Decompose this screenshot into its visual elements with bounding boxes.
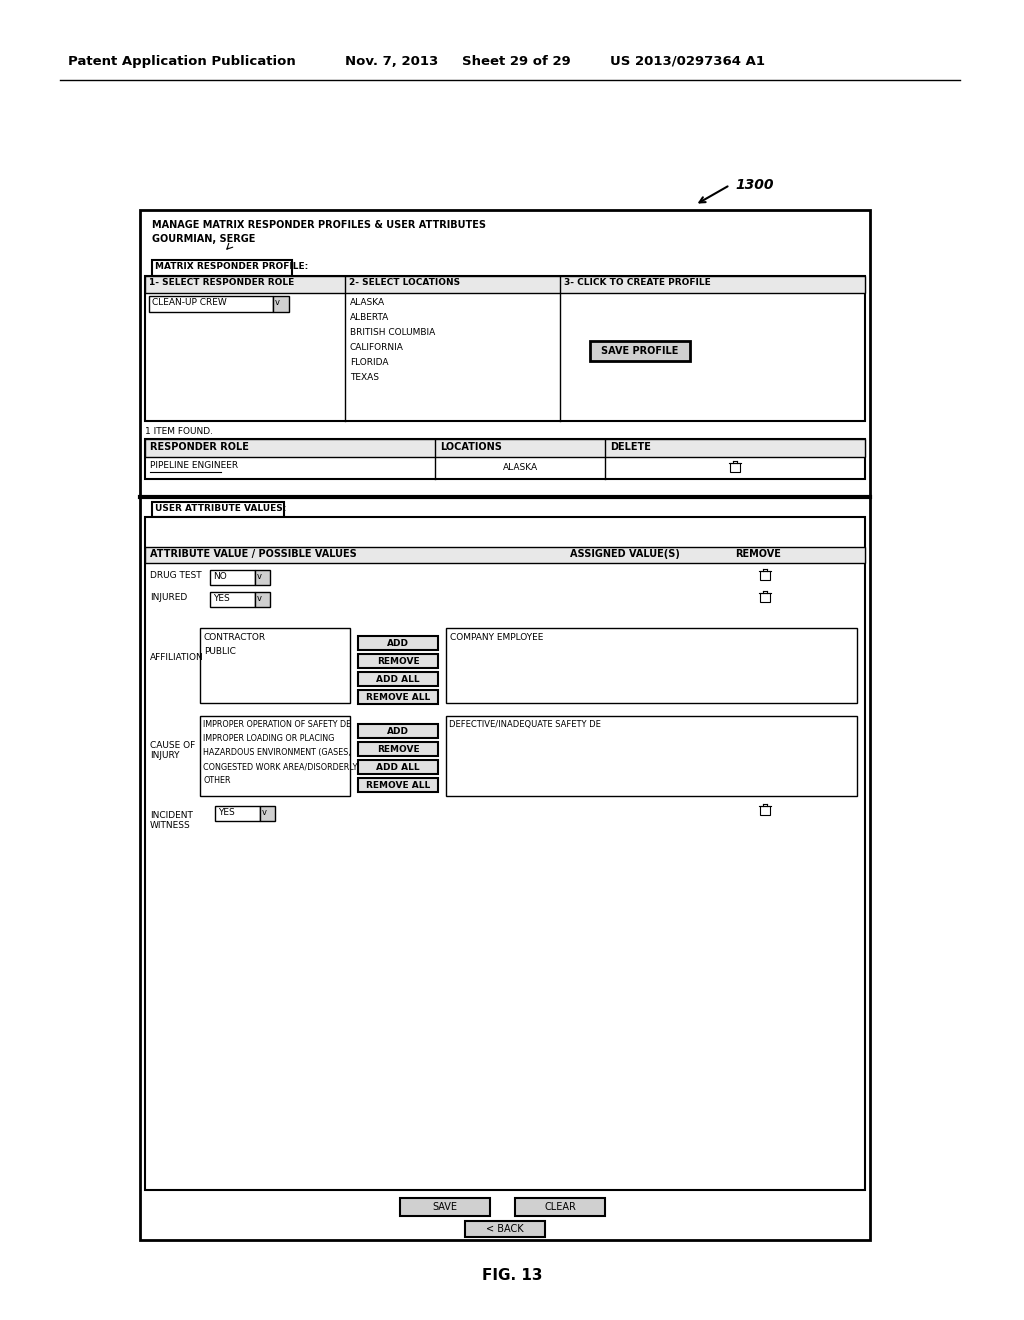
Text: DRUG TEST: DRUG TEST (150, 572, 202, 579)
Text: REMOVE ALL: REMOVE ALL (366, 780, 430, 789)
Bar (145, 276, 865, 293)
Bar (145, 276, 865, 421)
Bar (465, 1221, 545, 1237)
Text: AFFILIATION: AFFILIATION (150, 653, 204, 663)
Text: REMOVE: REMOVE (377, 744, 419, 754)
Text: FIG. 13: FIG. 13 (481, 1269, 543, 1283)
Text: SAVE PROFILE: SAVE PROFILE (601, 346, 679, 356)
Bar (145, 440, 865, 457)
Text: ALBERTA: ALBERTA (350, 313, 389, 322)
Text: COMPANY EMPLOYEE: COMPANY EMPLOYEE (450, 634, 544, 642)
Bar (200, 715, 350, 796)
Text: 3- CLICK TO CREATE PROFILE: 3- CLICK TO CREATE PROFILE (564, 279, 711, 286)
Text: PIPELINE ENGINEER: PIPELINE ENGINEER (150, 461, 239, 470)
Bar (210, 570, 255, 585)
Text: INJURED: INJURED (150, 593, 187, 602)
Text: < BACK: < BACK (486, 1224, 524, 1234)
Bar (215, 807, 260, 821)
Text: CLEAR: CLEAR (544, 1203, 575, 1212)
Bar (358, 777, 438, 792)
Text: ADD ALL: ADD ALL (376, 675, 420, 684)
Bar (145, 546, 865, 564)
Text: CONTRACTOR: CONTRACTOR (204, 634, 266, 642)
Text: DEFECTIVE/INADEQUATE SAFETY DE: DEFECTIVE/INADEQUATE SAFETY DE (449, 719, 601, 729)
Text: ADD: ADD (387, 726, 409, 735)
Text: IMPROPER OPERATION OF SAFETY DE: IMPROPER OPERATION OF SAFETY DE (203, 719, 351, 729)
Text: OTHER: OTHER (203, 776, 230, 785)
Text: SAVE: SAVE (432, 1203, 458, 1212)
Bar (590, 341, 690, 360)
Text: MATRIX RESPONDER PROFILE:: MATRIX RESPONDER PROFILE: (155, 261, 308, 271)
Bar (760, 594, 770, 602)
Text: NO: NO (213, 572, 226, 581)
Text: 1- SELECT RESPONDER ROLE: 1- SELECT RESPONDER ROLE (150, 279, 294, 286)
Bar (358, 672, 438, 686)
Text: YES: YES (213, 594, 229, 603)
Bar (200, 628, 350, 704)
Text: v: v (257, 594, 262, 603)
Text: Patent Application Publication: Patent Application Publication (68, 55, 296, 69)
Bar (140, 210, 870, 1239)
Bar (446, 715, 857, 796)
Text: HAZARDOUS ENVIRONMENT (GASES,: HAZARDOUS ENVIRONMENT (GASES, (203, 748, 351, 756)
Bar (260, 807, 275, 821)
Text: MANAGE MATRIX RESPONDER PROFILES & USER ATTRIBUTES: MANAGE MATRIX RESPONDER PROFILES & USER … (152, 220, 486, 230)
Text: ALASKA: ALASKA (350, 298, 385, 308)
Text: CLEAN-UP CREW: CLEAN-UP CREW (152, 298, 226, 308)
Text: 1300: 1300 (735, 178, 773, 191)
Bar (760, 572, 770, 579)
Text: BRITISH COLUMBIA: BRITISH COLUMBIA (350, 327, 435, 337)
Bar (152, 502, 284, 517)
Text: US 2013/0297364 A1: US 2013/0297364 A1 (610, 55, 765, 69)
Bar (515, 1199, 605, 1216)
Text: USER ATTRIBUTE VALUES:: USER ATTRIBUTE VALUES: (155, 504, 287, 513)
Text: YES: YES (218, 808, 234, 817)
Text: 1 ITEM FOUND.: 1 ITEM FOUND. (145, 426, 213, 436)
Text: ADD ALL: ADD ALL (376, 763, 420, 771)
Text: v: v (257, 572, 262, 581)
Bar (150, 296, 273, 312)
Text: Sheet 29 of 29: Sheet 29 of 29 (462, 55, 570, 69)
Text: INCIDENT
WITNESS: INCIDENT WITNESS (150, 810, 193, 830)
Bar (358, 653, 438, 668)
Text: ALASKA: ALASKA (503, 463, 538, 473)
Bar (210, 591, 255, 607)
Text: v: v (262, 808, 267, 817)
Text: LOCATIONS: LOCATIONS (440, 442, 502, 451)
Text: PUBLIC: PUBLIC (204, 647, 236, 656)
Text: CAUSE OF
INJURY: CAUSE OF INJURY (150, 741, 196, 760)
Text: ADD: ADD (387, 639, 409, 648)
Text: REMOVE: REMOVE (377, 656, 419, 665)
Text: CALIFORNIA: CALIFORNIA (350, 343, 403, 352)
Bar (273, 296, 289, 312)
Text: Nov. 7, 2013: Nov. 7, 2013 (345, 55, 438, 69)
Text: DELETE: DELETE (610, 442, 651, 451)
Bar (358, 760, 438, 774)
Text: GOURMIAN, SERGE: GOURMIAN, SERGE (152, 234, 255, 244)
Text: ASSIGNED VALUE(S): ASSIGNED VALUE(S) (570, 549, 680, 558)
Bar (145, 517, 865, 1191)
Text: v: v (275, 298, 280, 308)
Text: FLORIDA: FLORIDA (350, 358, 388, 367)
Text: IMPROPER LOADING OR PLACING: IMPROPER LOADING OR PLACING (203, 734, 335, 743)
Bar (152, 260, 292, 276)
Text: CONGESTED WORK AREA/DISORDERLY: CONGESTED WORK AREA/DISORDERLY (203, 762, 357, 771)
Bar (255, 591, 270, 607)
Bar (255, 570, 270, 585)
Text: REMOVE: REMOVE (735, 549, 781, 558)
Text: REMOVE ALL: REMOVE ALL (366, 693, 430, 701)
Bar (760, 807, 770, 814)
Text: TEXAS: TEXAS (350, 374, 379, 381)
Bar (358, 742, 438, 756)
Bar (400, 1199, 490, 1216)
Bar (446, 628, 857, 704)
Text: ATTRIBUTE VALUE / POSSIBLE VALUES: ATTRIBUTE VALUE / POSSIBLE VALUES (150, 549, 356, 558)
Text: RESPONDER ROLE: RESPONDER ROLE (150, 442, 249, 451)
Bar (358, 690, 438, 704)
Bar (145, 440, 865, 479)
Bar (358, 636, 438, 649)
Bar (730, 463, 739, 471)
Text: 2- SELECT LOCATIONS: 2- SELECT LOCATIONS (349, 279, 460, 286)
Bar (358, 723, 438, 738)
